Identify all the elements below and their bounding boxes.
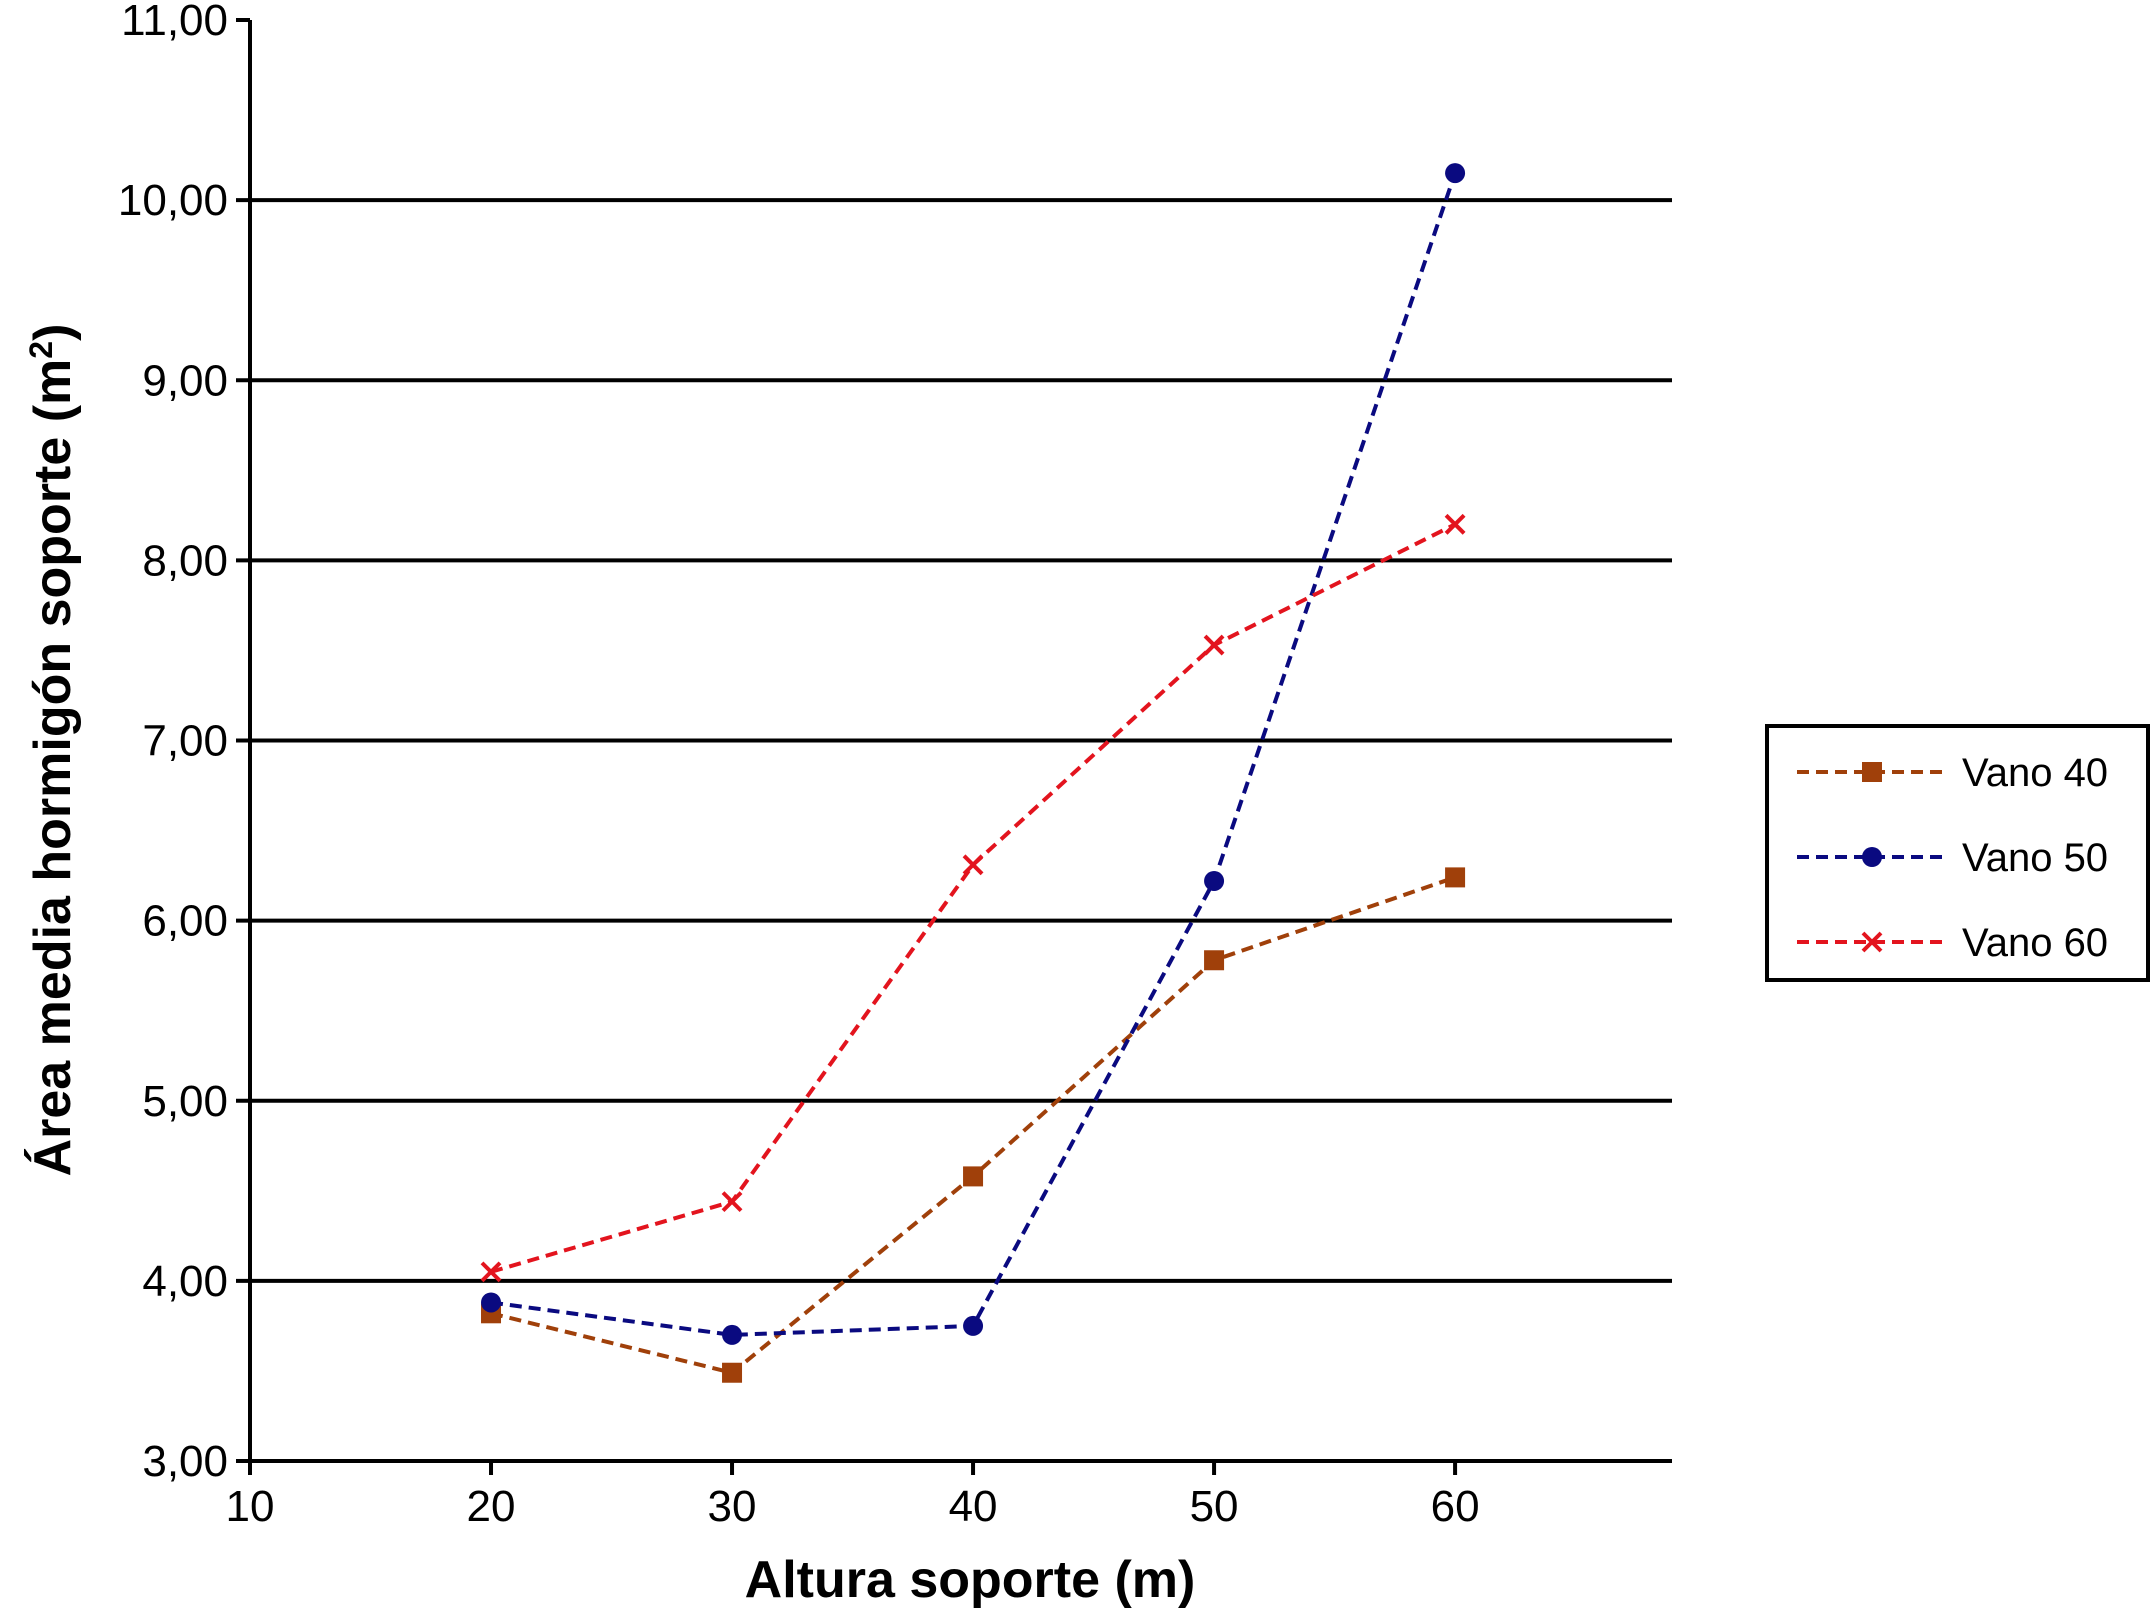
legend-marker-2 (1861, 931, 1883, 953)
series-2-point-1-stroke-b (721, 1191, 743, 1213)
y-tick-label-7: 10,00 (118, 176, 228, 225)
y-axis-title-close: ) (24, 324, 82, 341)
y-tick-label-0: 3,00 (142, 1437, 228, 1486)
y-tick-labels: 3,00 4,00 5,00 6,00 7,00 8,00 9,00 10,00 11,00 (118, 0, 228, 1486)
y-tick-label-4: 7,00 (142, 717, 228, 766)
series-0-point-2 (963, 1166, 984, 1187)
y-axis-title-superscript: 2 (23, 341, 59, 359)
legend-label-0: Vano 40 (1962, 751, 2108, 795)
series-2-point-2 (962, 854, 984, 876)
x-tick-label-1: 20 (467, 1482, 516, 1531)
y-tick-label-2: 5,00 (142, 1077, 228, 1126)
series-2-point-4-stroke-b (1444, 513, 1466, 535)
series-line-2 (490, 522, 1456, 1274)
series-1 (481, 163, 1466, 1345)
y-tick-label-3: 6,00 (142, 897, 228, 946)
series-2-point-3-stroke-b (1203, 634, 1225, 656)
series-2-point-3 (1203, 634, 1225, 656)
series-2-point-0-stroke-b (480, 1261, 502, 1283)
legend: Vano 40 Vano 50 Vano 60 (1765, 724, 2150, 982)
y-tick-label-1: 4,00 (142, 1257, 228, 1306)
legend-box (1765, 724, 2150, 982)
legend-item-2: Vano 60 (1797, 921, 2108, 965)
series-1-point-2 (963, 1315, 984, 1336)
series-group (480, 163, 1466, 1383)
series-2 (480, 513, 1466, 1283)
legend-label-1: Vano 50 (1962, 836, 2108, 880)
series-0 (481, 867, 1466, 1383)
series-2-point-4 (1444, 513, 1466, 535)
legend-item-1: Vano 50 (1797, 836, 2108, 880)
x-axis-title: Altura soporte (m) (745, 1551, 1196, 1609)
series-0-point-1 (722, 1362, 743, 1383)
y-axis-title: Área media hormigón soporte (m2) (23, 324, 82, 1177)
x-tick-label-3: 40 (949, 1482, 998, 1531)
x-tick-label-5: 60 (1431, 1482, 1480, 1531)
x-tick-label-0: 10 (226, 1482, 275, 1531)
y-tick-label-6: 9,00 (142, 356, 228, 405)
y-tick-label-8: 11,00 (121, 0, 228, 45)
series-line-1 (490, 172, 1457, 1337)
y-axis-title-main: Área media hormigón soporte (m (24, 359, 82, 1177)
series-0-point-3 (1204, 950, 1225, 971)
legend-marker-0 (1862, 762, 1882, 782)
x-tick-label-2: 30 (708, 1482, 757, 1531)
gridlines (250, 198, 1672, 1283)
series-1-point-0 (481, 1292, 502, 1313)
series-1-point-3 (1204, 870, 1225, 891)
x-tick-labels: 10 20 30 40 50 60 (226, 1482, 1480, 1531)
series-line-0 (490, 875, 1456, 1375)
axes (236, 18, 1672, 1475)
legend-marker-2-stroke-b (1861, 931, 1883, 953)
legend-marker-1 (1862, 847, 1882, 867)
x-tick-label-4: 50 (1190, 1482, 1239, 1531)
series-2-point-1 (721, 1191, 743, 1213)
y-tick-label-5: 8,00 (142, 536, 228, 585)
series-1-point-1 (722, 1324, 743, 1345)
legend-label-2: Vano 60 (1962, 921, 2108, 965)
series-1-point-4 (1445, 163, 1466, 184)
series-2-point-0 (480, 1261, 502, 1283)
series-2-point-2-stroke-b (962, 854, 984, 876)
legend-item-0: Vano 40 (1797, 751, 2108, 795)
series-0-point-4 (1445, 867, 1466, 888)
